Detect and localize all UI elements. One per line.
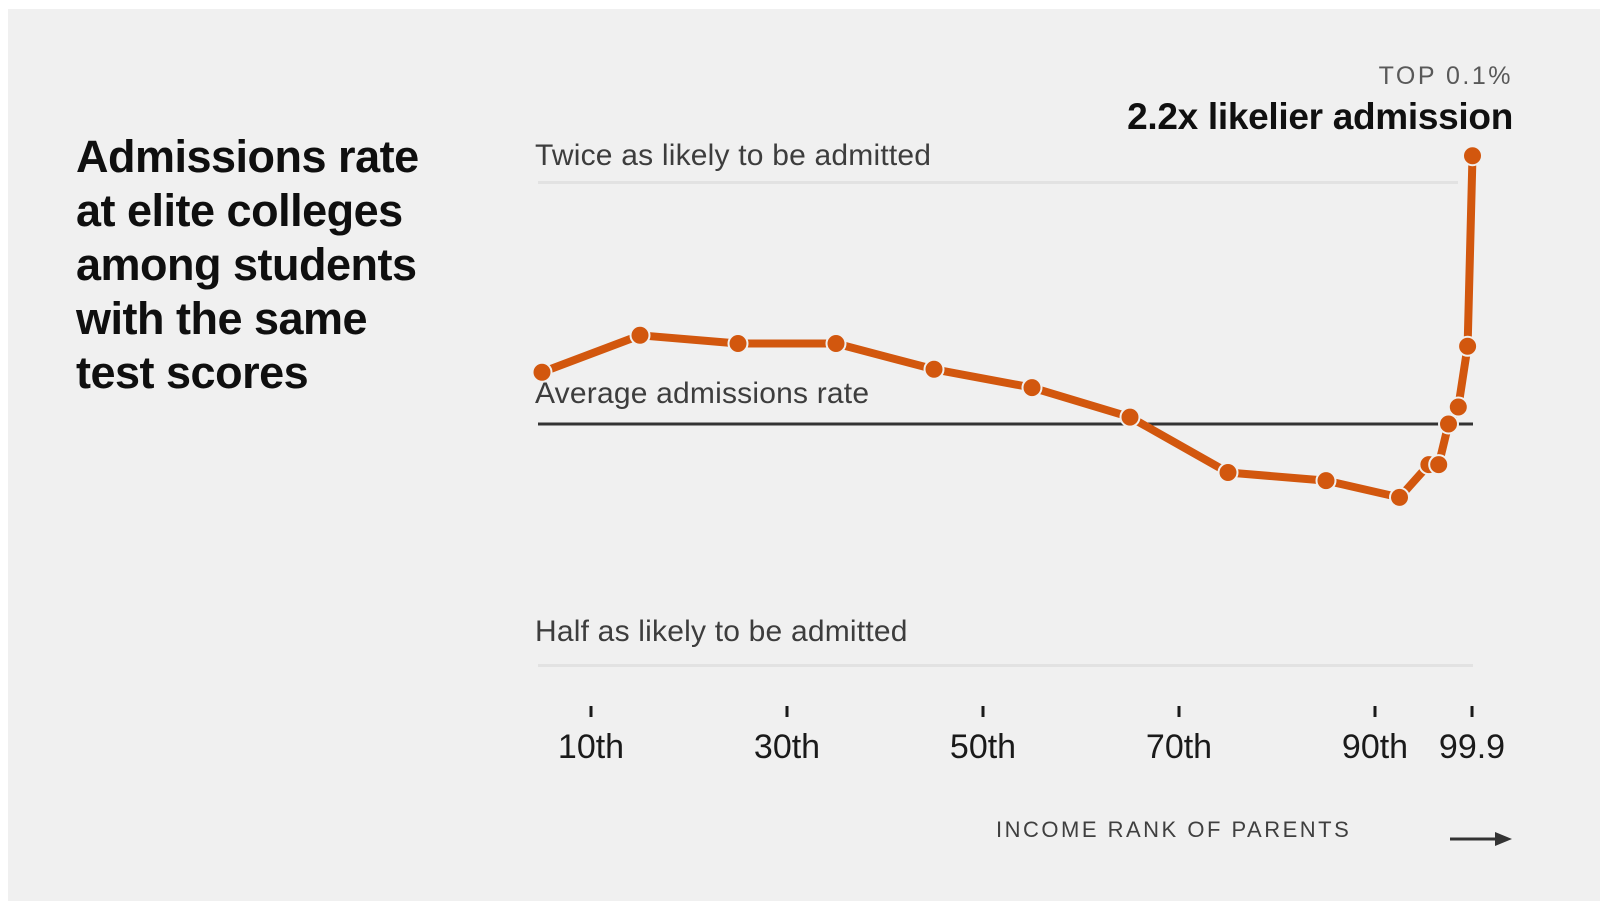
reference-label-twice: Twice as likely to be admitted (535, 139, 932, 172)
data-point (1462, 145, 1483, 167)
x-tick-label: 70th (1146, 728, 1212, 766)
right-arrow-icon (1450, 832, 1512, 846)
data-point (727, 333, 749, 354)
x-tick-label: 90th (1342, 728, 1408, 766)
data-point (1428, 454, 1450, 476)
data-point (1457, 335, 1479, 357)
data-point (923, 358, 945, 380)
data-point (1447, 396, 1469, 418)
x-axis-label: INCOME RANK OF PARENTS (996, 817, 1352, 842)
data-point (1315, 470, 1337, 492)
annotation-kicker: TOP 0.1% (1378, 62, 1513, 90)
x-tick-label: 30th (754, 728, 820, 766)
reference-label-half: Half as likely to be admitted (535, 615, 908, 648)
data-point (1021, 377, 1043, 399)
data-point (1438, 413, 1459, 435)
data-point (1217, 462, 1239, 483)
data-point (629, 324, 651, 346)
annotation-headline: 2.2x likelier admission (1127, 96, 1513, 137)
data-point (825, 333, 847, 354)
x-tick-label: 99.9 (1439, 728, 1505, 766)
x-tick-label: 50th (950, 728, 1016, 766)
data-point (531, 361, 553, 383)
data-point (1119, 406, 1141, 428)
data-line (540, 155, 1477, 502)
chart-card (8, 9, 1600, 901)
data-point (1389, 486, 1410, 508)
reference-label-average: Average admissions rate (535, 377, 870, 410)
x-tick-label: 10th (558, 728, 624, 766)
chart-title: Admissions rate at elite colleges among … (76, 131, 419, 398)
